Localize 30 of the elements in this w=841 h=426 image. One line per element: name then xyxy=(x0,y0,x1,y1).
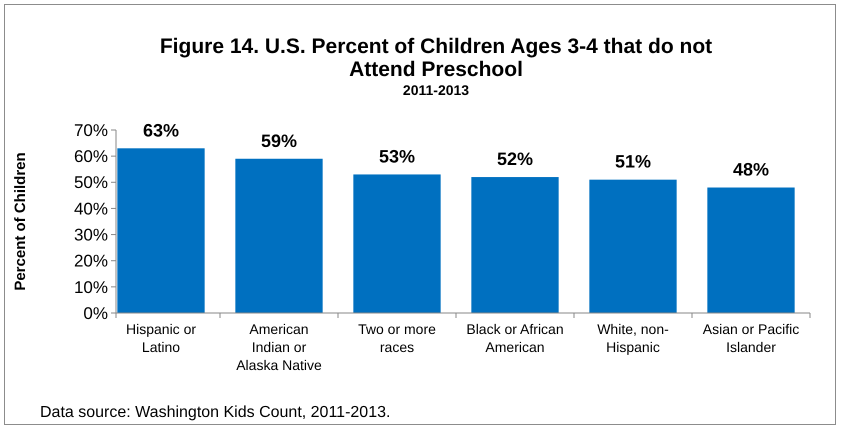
bar xyxy=(353,174,441,313)
y-tick-label: 50% xyxy=(74,173,108,192)
y-tick-label: 10% xyxy=(74,278,108,297)
data-label: 51% xyxy=(614,152,652,172)
bar xyxy=(471,177,559,313)
y-tick-label: 70% xyxy=(74,120,108,140)
bar xyxy=(707,188,795,313)
x-tick-label: Hispanic or Latino xyxy=(126,321,196,355)
x-tick-label: American Indian or Alaska Native xyxy=(236,321,322,373)
y-tick-label: 0% xyxy=(83,304,108,323)
y-axis-title: Percent of Children xyxy=(12,152,29,291)
y-tick-label: 40% xyxy=(74,199,108,218)
data-label: 59% xyxy=(260,130,298,151)
chart-subtitle: 2011-2013 xyxy=(402,82,470,98)
y-tick-label: 20% xyxy=(74,252,108,271)
x-tick-label: White, non-Hispanic xyxy=(597,321,670,355)
chart-title: Figure 14. U.S. Percent of Children Ages 3-4 that do not Attend Preschool xyxy=(160,35,712,81)
bar xyxy=(117,148,205,313)
data-label: 63% xyxy=(142,120,180,140)
data-label: 53% xyxy=(378,146,416,166)
x-tick-label: Black or African American xyxy=(466,321,564,355)
source-note: Data source: Washington Kids Count, 2011-2013. xyxy=(40,404,390,421)
data-label: 52% xyxy=(496,149,534,170)
y-tick-label: 60% xyxy=(74,147,108,166)
x-tick-label: Asian or Pacific Islander xyxy=(702,321,800,355)
bar xyxy=(235,158,323,313)
y-tick-label: 30% xyxy=(74,226,108,245)
x-tick-label: Two or more races xyxy=(358,321,436,355)
data-label: 48% xyxy=(732,160,770,180)
bar xyxy=(589,180,677,313)
